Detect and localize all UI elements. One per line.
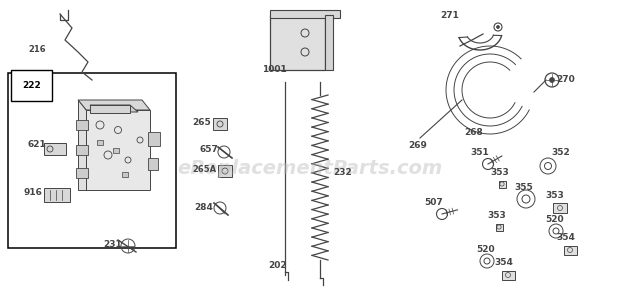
Text: 1001: 1001 xyxy=(262,65,286,74)
Polygon shape xyxy=(78,100,86,190)
Polygon shape xyxy=(78,100,150,110)
Text: 657: 657 xyxy=(200,145,219,154)
Text: 354: 354 xyxy=(556,233,575,242)
Text: 216: 216 xyxy=(28,45,46,54)
Text: eReplacementParts.com: eReplacementParts.com xyxy=(177,159,443,178)
Text: 507: 507 xyxy=(424,198,443,207)
Text: 520: 520 xyxy=(476,245,495,254)
Bar xyxy=(97,140,103,145)
Text: 265: 265 xyxy=(192,118,211,127)
Bar xyxy=(325,15,333,70)
Bar xyxy=(553,203,567,213)
Polygon shape xyxy=(90,105,138,112)
Text: 353: 353 xyxy=(490,168,509,177)
Text: 269: 269 xyxy=(408,141,427,150)
Text: 352: 352 xyxy=(551,148,570,157)
Bar xyxy=(44,188,70,202)
Bar xyxy=(8,73,176,248)
Bar xyxy=(502,271,515,280)
Circle shape xyxy=(497,26,500,29)
Text: 621: 621 xyxy=(28,140,46,149)
Bar xyxy=(270,10,340,18)
Text: 270: 270 xyxy=(556,75,575,84)
Text: 268: 268 xyxy=(464,128,483,137)
Text: 916: 916 xyxy=(24,188,43,197)
Text: 520: 520 xyxy=(545,215,564,224)
Bar xyxy=(122,172,128,177)
Text: 271: 271 xyxy=(440,11,459,20)
Bar xyxy=(76,120,88,130)
Text: 222: 222 xyxy=(22,81,41,90)
Bar xyxy=(218,165,232,177)
Bar xyxy=(113,148,119,153)
Bar xyxy=(76,145,88,155)
Text: 354: 354 xyxy=(494,258,513,267)
Bar xyxy=(76,168,88,178)
Bar xyxy=(44,143,66,155)
Bar xyxy=(498,181,505,188)
Bar xyxy=(148,132,160,146)
Bar xyxy=(148,158,158,170)
Circle shape xyxy=(549,77,554,82)
Text: 232: 232 xyxy=(333,168,352,177)
Polygon shape xyxy=(86,110,150,190)
Text: 231: 231 xyxy=(103,240,122,249)
Bar xyxy=(270,15,325,70)
Bar xyxy=(90,105,130,113)
Bar xyxy=(213,118,227,130)
Text: 265A: 265A xyxy=(192,165,216,174)
Bar xyxy=(495,224,502,231)
Text: 355: 355 xyxy=(514,183,533,192)
Text: 353: 353 xyxy=(545,191,564,200)
Text: 353: 353 xyxy=(487,211,506,220)
Text: 284: 284 xyxy=(194,203,213,212)
Text: 202: 202 xyxy=(268,261,286,270)
Bar xyxy=(564,246,577,255)
Text: 351: 351 xyxy=(470,148,489,157)
